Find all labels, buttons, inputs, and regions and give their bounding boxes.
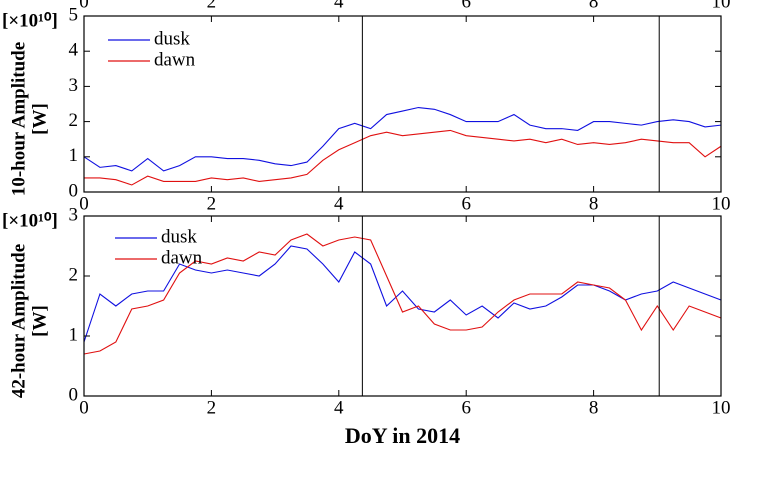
- data-line: [83, 245, 722, 343]
- scale-label: [×10¹⁰]: [2, 210, 58, 231]
- legend-label: dawn: [154, 49, 196, 70]
- y-tick-label: 4: [69, 40, 79, 61]
- y-tick-label: 0: [69, 384, 79, 405]
- data-line: [84, 129, 722, 186]
- x-tick-label-top: 0: [79, 0, 89, 12]
- x-tick-label: 2: [207, 193, 217, 214]
- y-tick-label: 2: [69, 110, 79, 131]
- y-tick-label: 1: [69, 145, 79, 166]
- x-tick-label: 6: [461, 397, 471, 418]
- y-tick-label: 2: [69, 264, 79, 285]
- legend-label: dusk: [154, 28, 190, 49]
- y-axis-label: [W]: [29, 305, 50, 337]
- x-tick-label: 6: [461, 193, 471, 214]
- x-tick-label: 0: [79, 397, 89, 418]
- x-tick-label: 4: [334, 193, 344, 214]
- y-tick-label: 3: [69, 204, 79, 225]
- x-tick-label-top: 8: [589, 0, 599, 12]
- x-tick-label: 4: [334, 397, 344, 418]
- x-tick-label-top: 2: [207, 0, 217, 12]
- plot-frame: [83, 215, 722, 397]
- x-tick-label: 2: [207, 397, 217, 418]
- x-axis-label: DoY in 2014: [345, 423, 460, 448]
- x-tick-label: 10: [712, 397, 731, 418]
- x-tick-label: 8: [589, 397, 599, 418]
- data-line: [83, 233, 722, 355]
- x-tick-label-top: 10: [712, 0, 731, 12]
- y-axis-label: 42-hour Amplitude: [8, 244, 29, 398]
- x-tick-label-top: 4: [334, 0, 344, 12]
- y-tick-label: 0: [69, 180, 79, 201]
- y-tick-label: 3: [69, 75, 79, 96]
- x-tick-label: 10: [712, 193, 731, 214]
- legend-label: dawn: [161, 247, 203, 268]
- y-tick-label: 1: [69, 324, 79, 345]
- y-axis-label: [W]: [29, 103, 50, 135]
- x-tick-label-top: 6: [461, 0, 471, 12]
- data-line: [83, 106, 722, 172]
- y-tick-label: 5: [69, 4, 79, 25]
- x-tick-label: 0: [79, 193, 89, 214]
- scale-label: [×10¹⁰]: [2, 10, 58, 31]
- x-tick-label: 8: [589, 193, 599, 214]
- legend-label: dusk: [161, 226, 197, 247]
- y-axis-label: 10-hour Amplitude: [8, 42, 29, 196]
- plot-frame: [83, 15, 722, 193]
